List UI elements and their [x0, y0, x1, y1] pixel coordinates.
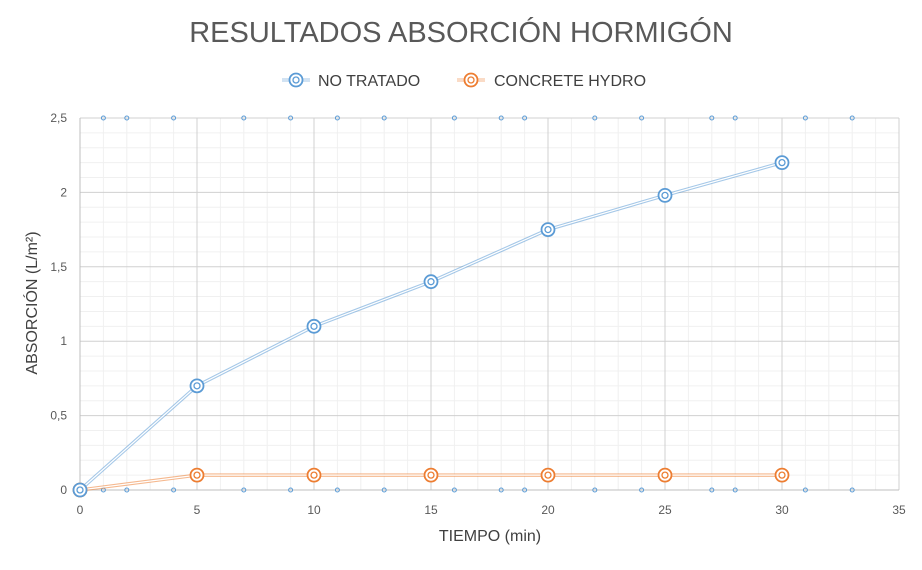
x-tick-label: 30	[775, 503, 789, 517]
edge-marker	[802, 115, 808, 121]
data-point-no-tratado	[423, 274, 439, 290]
data-point-concrete-hydro	[423, 467, 439, 483]
legend-swatch-marker	[288, 72, 304, 88]
edge-marker	[334, 487, 340, 493]
x-axis-title: TIEMPO (min)	[439, 528, 541, 545]
edge-marker	[709, 487, 715, 493]
x-tick-label: 20	[541, 503, 555, 517]
x-tick-label: 0	[77, 503, 84, 517]
edge-marker	[592, 487, 598, 493]
legend-item-no-tratado: NO TRATADO	[282, 72, 420, 90]
grid-major	[80, 117, 900, 490]
edge-marker	[639, 487, 645, 493]
edge-marker	[451, 115, 457, 121]
x-tick-label: 25	[658, 503, 672, 517]
grid-minor	[80, 118, 899, 490]
edge-marker	[288, 115, 294, 121]
edge-marker	[100, 115, 106, 121]
edge-marker	[241, 115, 247, 121]
edge-marker	[498, 115, 504, 121]
data-point-concrete-hydro	[189, 467, 205, 483]
edge-marker	[124, 487, 130, 493]
edge-marker	[241, 487, 247, 493]
data-point-no-tratado	[540, 222, 556, 238]
edge-marker	[451, 487, 457, 493]
data-point-concrete-hydro	[657, 467, 673, 483]
y-tick-label: 0	[60, 483, 67, 497]
data-point-no-tratado	[657, 187, 673, 203]
edge-marker	[334, 115, 340, 121]
edge-marker	[639, 115, 645, 121]
x-tick-label: 35	[892, 503, 906, 517]
x-tick-label: 15	[424, 503, 438, 517]
y-tick-label: 2	[60, 185, 67, 199]
data-point-concrete-hydro	[306, 467, 322, 483]
y-tick-label: 1	[60, 334, 67, 348]
x-tick-label: 5	[194, 503, 201, 517]
edge-marker	[732, 115, 738, 121]
edge-marker	[522, 487, 528, 493]
chart-title: RESULTADOS ABSORCIÓN HORMIGÓN	[189, 16, 733, 49]
y-axis-title: ABSORCIÓN (L/m²)	[22, 231, 41, 374]
edge-marker	[171, 487, 177, 493]
edge-marker	[849, 115, 855, 121]
edge-marker	[709, 115, 715, 121]
y-tick-labels: 0 0,5 1 1,5 2 2,5	[50, 111, 67, 497]
axes	[79, 118, 899, 491]
edge-marker	[171, 115, 177, 121]
data-point-no-tratado	[774, 155, 790, 171]
edge-marker	[381, 115, 387, 121]
data-point-concrete-hydro	[540, 467, 556, 483]
legend: NO TRATADO CONCRETE HYDRO	[282, 72, 646, 90]
legend-label: CONCRETE HYDRO	[494, 73, 646, 90]
edge-marker	[381, 487, 387, 493]
legend-label: NO TRATADO	[318, 73, 420, 90]
edge-marker	[802, 487, 808, 493]
edge-marker	[498, 487, 504, 493]
x-tick-labels: 0 5 10 15 20 25 30 35	[77, 503, 906, 517]
edge-marker	[732, 487, 738, 493]
y-tick-label: 1,5	[50, 260, 67, 274]
edge-marker	[592, 115, 598, 121]
data-point-no-tratado	[72, 482, 88, 498]
edge-marker	[522, 115, 528, 121]
series-points	[72, 155, 790, 498]
legend-item-concrete-hydro: CONCRETE HYDRO	[457, 72, 646, 90]
y-tick-label: 2,5	[50, 111, 67, 125]
x-tick-label: 10	[307, 503, 321, 517]
edge-marker	[849, 487, 855, 493]
edge-marker	[124, 115, 130, 121]
data-point-no-tratado	[306, 318, 322, 334]
y-tick-label: 0,5	[50, 409, 67, 423]
data-point-no-tratado	[189, 378, 205, 394]
edge-marker	[288, 487, 294, 493]
edge-markers	[100, 115, 855, 493]
legend-swatch-marker	[463, 72, 479, 88]
data-point-concrete-hydro	[774, 467, 790, 483]
